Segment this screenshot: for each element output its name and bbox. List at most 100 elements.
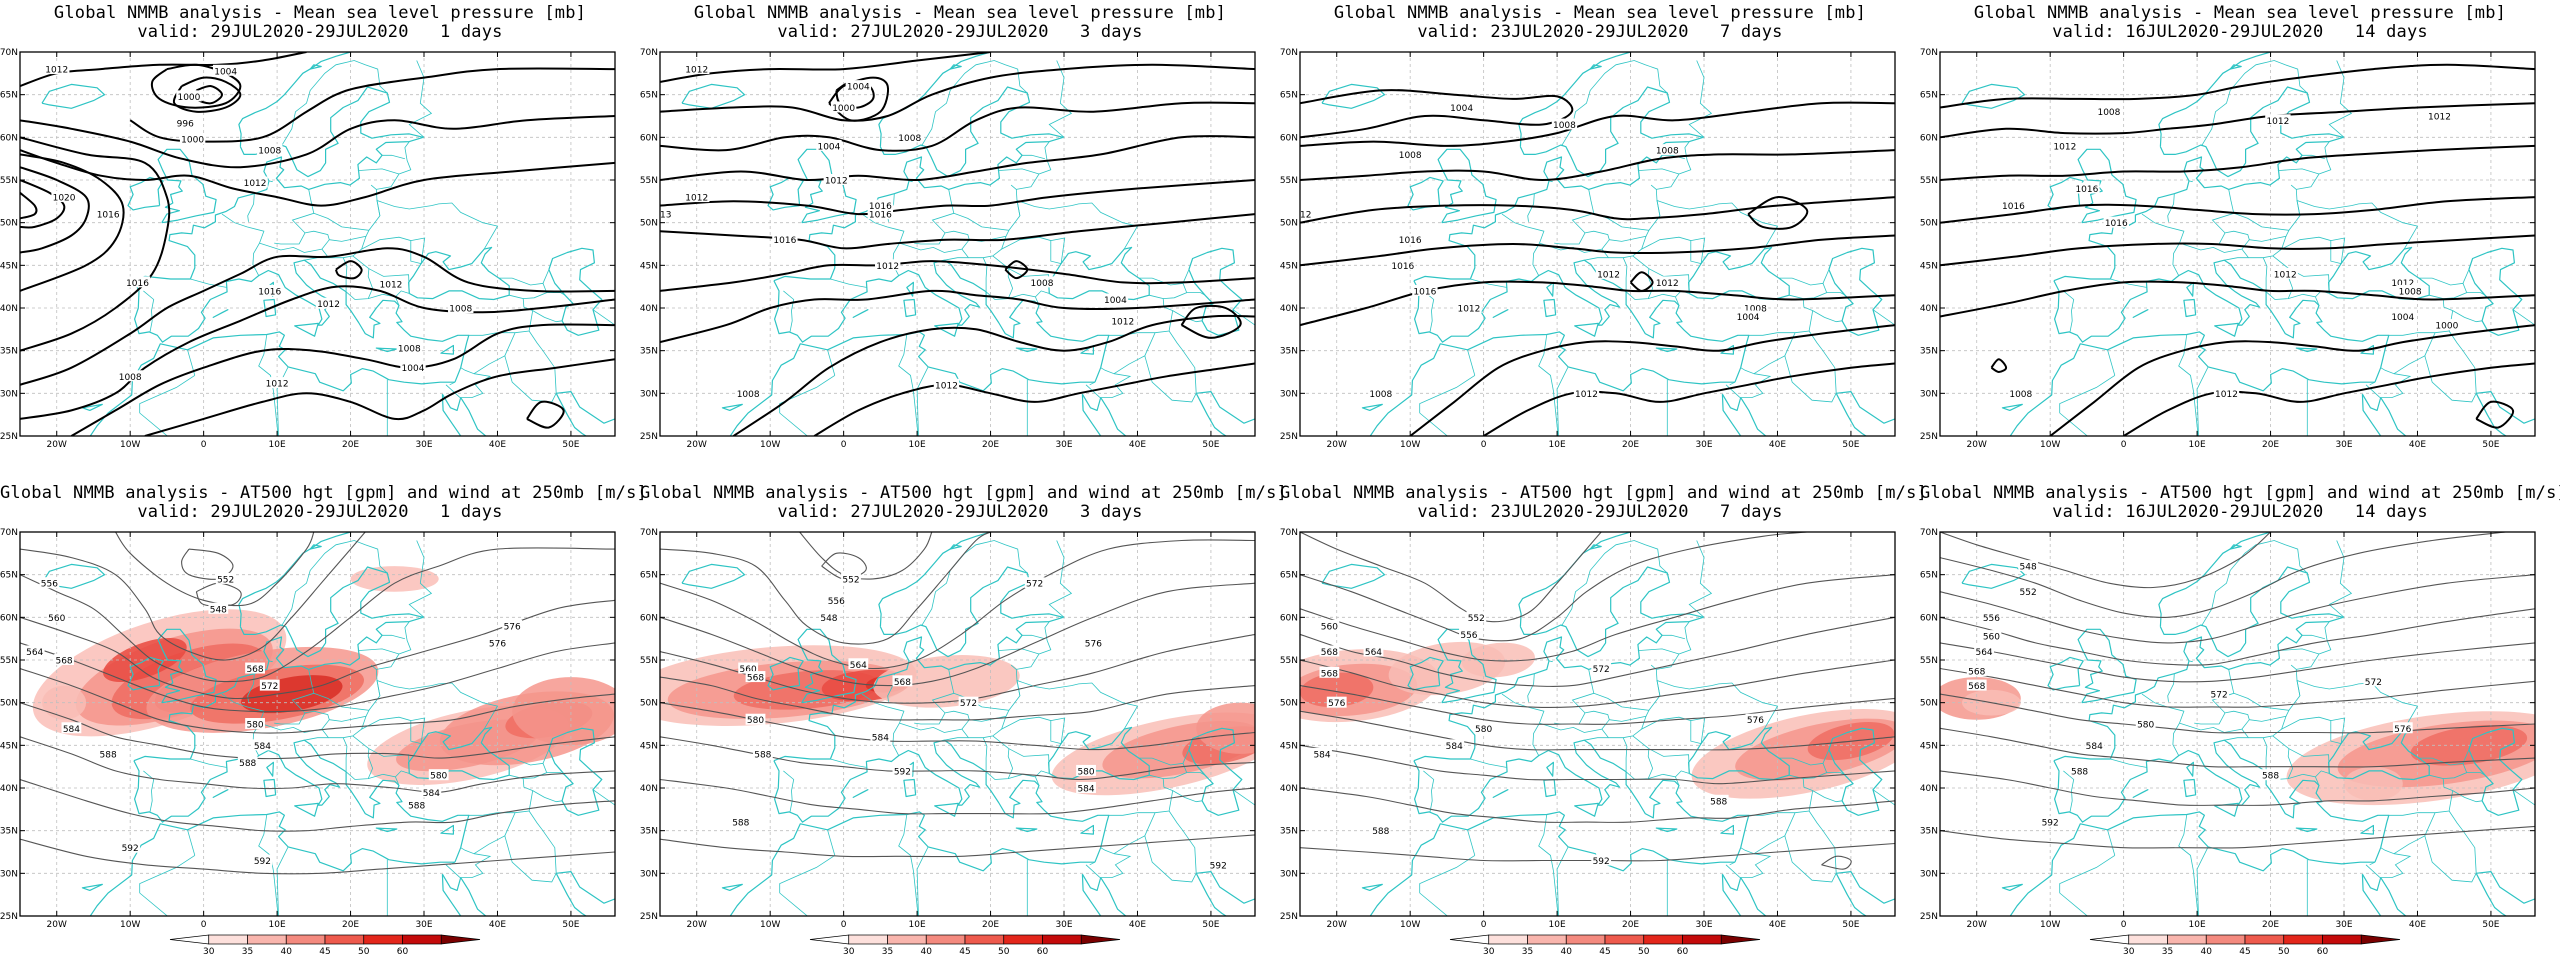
panel-title: Global NMMB analysis - AT500 hgt [gpm] a… (0, 483, 647, 503)
lon-tick-label: 10W (760, 440, 780, 450)
colorbar-label: 50 (358, 947, 370, 957)
lat-tick-label: 45N (640, 261, 658, 271)
contour-label-bg (175, 116, 196, 128)
border (1144, 355, 1197, 403)
contour-label-bg (2209, 688, 2230, 700)
border (2288, 293, 2320, 306)
lon-tick-label: 10W (120, 920, 140, 930)
coastline (89, 811, 455, 916)
contour-label-bg (2008, 387, 2034, 399)
contour-label-bg (816, 139, 842, 151)
contour-label-bg (1368, 387, 1394, 399)
lat-tick-label: 40N (1280, 784, 1298, 794)
contour-label-bg (2392, 722, 2413, 734)
lat-tick-label: 65N (640, 571, 658, 581)
border (2188, 180, 2193, 183)
contour-label: 1016 (869, 211, 892, 221)
contour-label-bg (502, 619, 523, 631)
border (827, 349, 836, 376)
lon-tick-label: 20E (342, 920, 359, 930)
coastline (133, 136, 424, 282)
lon-tick-label: 50E (2482, 920, 2499, 930)
panel-subtitle: valid: 23JUL2020-29JUL2020 7 days (1417, 502, 1783, 522)
border (1601, 236, 1647, 259)
contour-label: 576 (1085, 639, 1102, 649)
border (2224, 737, 2249, 741)
colorbar-label: 60 (397, 947, 409, 957)
jet-wind-core (512, 677, 615, 746)
height-contour (660, 539, 1255, 670)
coastline (2053, 259, 2390, 383)
border (1467, 349, 1476, 376)
border (2059, 412, 2088, 436)
contour-label: 568 (246, 665, 263, 675)
lat-tick-label: 45N (640, 741, 658, 751)
island (2132, 789, 2149, 798)
contour-label-bg (396, 342, 423, 354)
lon-tick-label: 30E (1055, 920, 1072, 930)
contour-labels: 556 552 548 560 564 568 568 572 576 576 580 584 584 5… (24, 572, 523, 867)
island (294, 802, 319, 817)
height-contour (20, 736, 615, 793)
island (1015, 827, 1038, 833)
contour-label-bg (2000, 199, 2027, 211)
contour-label: 584 (2086, 742, 2103, 752)
coastline (1081, 393, 1127, 436)
contour-label-bg (39, 577, 60, 589)
island (721, 883, 743, 891)
contour-label: 1016 (773, 236, 796, 246)
contour-label: 1008 (449, 305, 472, 315)
lat-tick-label: 60N (640, 133, 658, 143)
coastline (127, 656, 164, 691)
border (504, 835, 557, 883)
contour-label-bg (1735, 310, 1761, 322)
lat-tick-label: 60N (1280, 613, 1298, 623)
border (368, 773, 400, 786)
border (395, 290, 410, 298)
border (187, 829, 196, 856)
lat-tick-label: 70N (1280, 48, 1298, 58)
border (1100, 853, 1132, 878)
border (376, 141, 412, 190)
isobar (660, 213, 1255, 250)
island (266, 761, 274, 777)
map-layers: 556 552 548 560 564 568 568 572 576 576 580 584 584 5… (20, 532, 615, 916)
colorbar-segment (1604, 934, 1645, 945)
border (1050, 717, 1066, 744)
border (2466, 772, 2486, 776)
lon-tick-label: 10E (1549, 920, 1566, 930)
border (460, 812, 516, 855)
border (914, 669, 955, 725)
colorbar-segment (2167, 934, 2207, 945)
border (1186, 292, 1206, 296)
border (1100, 332, 1156, 375)
coastline (1721, 873, 1767, 916)
border (2110, 758, 2148, 768)
contour-label: 560 (740, 665, 757, 675)
isobar (1180, 304, 1242, 339)
contour-label: 584 (872, 733, 889, 743)
lat-tick-label: 50N (640, 219, 658, 229)
border (313, 184, 381, 231)
contour-label: 580 (2137, 721, 2154, 731)
contour-label: 592 (254, 857, 271, 867)
contour-label: 556 (1983, 614, 2000, 624)
contour-label: 588 (732, 819, 749, 829)
contour-label: 580 (747, 716, 764, 726)
contour-labels: 552 548 556 560 564 568 568 572 572 576 580 584 588 5… (730, 572, 1229, 871)
contour-label-bg (120, 841, 141, 853)
border (1048, 60, 1073, 138)
lat-tick-label: 70N (1920, 528, 1938, 538)
colorbar-segment (887, 934, 927, 945)
jet-wind-core (350, 566, 439, 592)
contour-label: 1008 (737, 390, 760, 400)
lat-tick-label: 65N (1920, 571, 1938, 581)
border (2424, 835, 2477, 883)
island (1589, 544, 1602, 550)
border (1538, 814, 1559, 916)
lon-tick-label: 40E (2409, 440, 2426, 450)
border (368, 293, 400, 306)
border (2512, 309, 2535, 326)
contour-label: 1016 (1399, 236, 1422, 246)
lon-tick-label: 40E (1129, 440, 1146, 450)
